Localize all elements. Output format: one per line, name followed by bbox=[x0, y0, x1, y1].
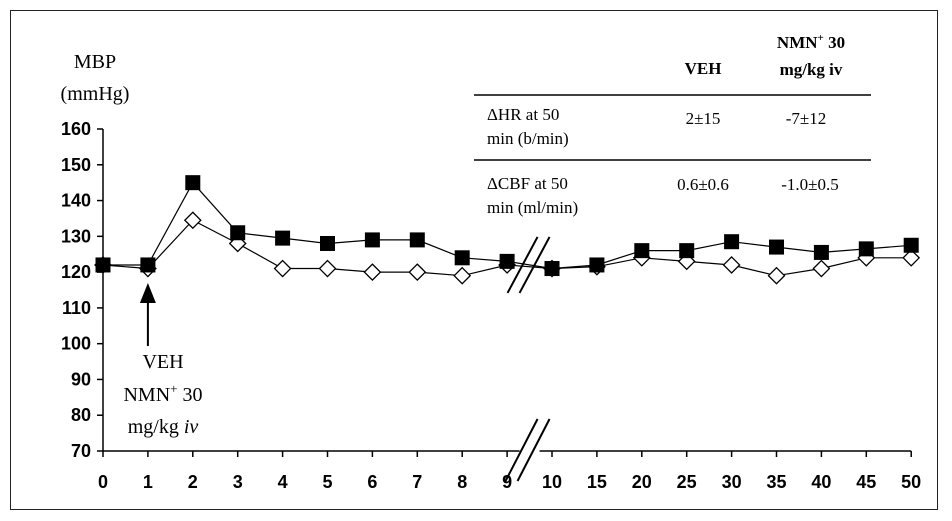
series-break-slash bbox=[506, 236, 539, 294]
axis-break-slash bbox=[504, 418, 539, 482]
table-row2-label-line1: ΔCBF at 50 bbox=[487, 174, 568, 193]
data-point-diamond bbox=[363, 263, 382, 282]
dosing-annotation: VEH NMN+ 30 mg/kg iv bbox=[123, 351, 202, 438]
y-tick-label: 150 bbox=[61, 155, 91, 175]
x-tick-label: 1 bbox=[143, 472, 153, 492]
table-row1-label-line2: min (b/min) bbox=[487, 129, 569, 148]
data-point-diamond bbox=[408, 263, 427, 282]
x-tick-label: 5 bbox=[322, 472, 332, 492]
x-tick-label: 50 bbox=[901, 472, 921, 492]
x-tick-label: 3 bbox=[233, 472, 243, 492]
data-point-diamond bbox=[722, 256, 741, 274]
data-point-diamond bbox=[183, 211, 202, 230]
data-point-square bbox=[903, 237, 919, 253]
dose-arrow bbox=[139, 283, 156, 346]
data-point-square bbox=[409, 232, 425, 248]
x-tick-label: 35 bbox=[766, 472, 786, 492]
summary-table: VEH NMN+ 30 mg/kg iv ΔHR at 50 min (b/mi… bbox=[474, 32, 871, 217]
figure-frame bbox=[10, 10, 938, 510]
data-point-square bbox=[858, 241, 874, 257]
x-tick-label: 2 bbox=[188, 472, 198, 492]
data-point-square bbox=[454, 250, 470, 266]
x-tick-label: 45 bbox=[856, 472, 876, 492]
table-row2-label-line2: min (ml/min) bbox=[487, 198, 578, 217]
x-tick-label: 40 bbox=[811, 472, 831, 492]
annotation-dose-text: mg/kg bbox=[128, 416, 179, 438]
data-point-square bbox=[769, 239, 784, 255]
y-tick-label: 100 bbox=[61, 334, 91, 354]
table-row2-veh: 0.6±0.6 bbox=[677, 175, 729, 194]
data-point-square bbox=[364, 232, 380, 248]
table-row2-nmn: -1.0±0.5 bbox=[781, 175, 839, 194]
y-tick-label: 160 bbox=[61, 119, 91, 139]
arrow-head bbox=[139, 283, 156, 303]
x-tick-label: 4 bbox=[278, 472, 288, 492]
data-point-square bbox=[140, 257, 156, 273]
data-point-square bbox=[499, 253, 515, 269]
table-row1-veh: 2±15 bbox=[686, 109, 721, 128]
axis-break-marks bbox=[504, 236, 551, 482]
x-tick-label: 30 bbox=[722, 472, 742, 492]
data-point-diamond bbox=[318, 259, 337, 278]
data-point-diamond bbox=[902, 248, 921, 267]
annotation-nmn-text: NMN bbox=[123, 384, 170, 406]
data-point-square bbox=[724, 234, 740, 250]
x-tick-label: 20 bbox=[632, 472, 652, 492]
chart-axes bbox=[97, 128, 912, 457]
data-point-diamond bbox=[812, 259, 831, 278]
data-point-square bbox=[634, 243, 650, 259]
table-header-nmn-text: NMN bbox=[777, 33, 818, 52]
annotation-dose: mg/kg iv bbox=[128, 416, 199, 438]
data-point-diamond bbox=[767, 266, 786, 285]
table-header-nmn-suffix: 30 bbox=[824, 33, 845, 52]
data-point-square bbox=[275, 230, 291, 246]
data-point-diamond bbox=[273, 259, 292, 278]
x-tick-label: 6 bbox=[367, 472, 377, 492]
annotation-iv: iv bbox=[184, 416, 199, 438]
annotation-nmn-sup: + bbox=[170, 381, 177, 396]
data-point-square bbox=[589, 257, 605, 273]
y-tick-label: 110 bbox=[62, 298, 91, 318]
x-tick-label: 8 bbox=[457, 472, 467, 492]
annotation-nmn-suffix: 30 bbox=[178, 384, 203, 406]
x-tick-label: 15 bbox=[587, 472, 607, 492]
y-tick-label: 90 bbox=[71, 369, 91, 389]
table-header-veh: VEH bbox=[685, 59, 722, 78]
table-header-nmn-line1: NMN+ 30 bbox=[777, 32, 845, 52]
table-row1-nmn: -7±12 bbox=[786, 109, 827, 128]
data-point-square bbox=[544, 261, 560, 277]
y-tick-label: 130 bbox=[61, 226, 91, 246]
annotation-veh: VEH bbox=[142, 351, 183, 373]
series-layer bbox=[94, 175, 921, 285]
x-tick-label: 0 bbox=[98, 472, 108, 492]
data-point-square bbox=[679, 243, 695, 259]
data-point-square bbox=[230, 225, 246, 241]
series-break-slash bbox=[518, 236, 551, 294]
y-axis-label-line2: (mmHg) bbox=[61, 83, 130, 105]
y-tick-label: 140 bbox=[61, 191, 91, 211]
table-row1-label-line1: ΔHR at 50 bbox=[487, 105, 559, 124]
x-tick-label: 10 bbox=[542, 472, 562, 492]
table-header-nmn-line2: mg/kg iv bbox=[780, 60, 843, 79]
x-tick-label: 25 bbox=[677, 472, 697, 492]
data-point-diamond bbox=[453, 266, 472, 285]
table-header-nmn-sup: + bbox=[818, 32, 824, 44]
y-tick-label: 70 bbox=[71, 441, 91, 461]
annotation-nmn: NMN+ 30 bbox=[123, 381, 202, 406]
y-tick-label: 120 bbox=[61, 262, 91, 282]
data-point-square bbox=[320, 235, 335, 251]
data-point-square bbox=[185, 175, 201, 191]
data-point-square bbox=[95, 257, 111, 273]
x-tick-label: 9 bbox=[502, 472, 512, 492]
y-tick-label: 80 bbox=[71, 405, 91, 425]
y-axis-label-line1: MBP bbox=[74, 51, 116, 73]
data-point-square bbox=[813, 244, 829, 260]
axis-break-slash bbox=[516, 418, 551, 482]
x-tick-label: 7 bbox=[412, 472, 422, 492]
